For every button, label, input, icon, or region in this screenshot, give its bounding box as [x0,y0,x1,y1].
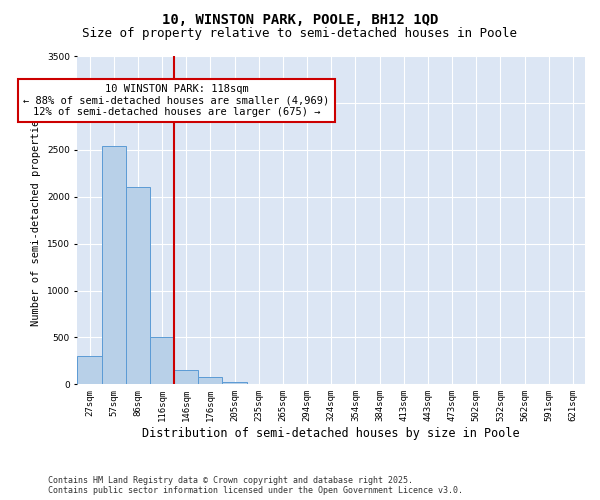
Bar [126,188,150,384]
Bar [223,382,247,384]
X-axis label: Distribution of semi-detached houses by size in Poole: Distribution of semi-detached houses by … [142,427,520,440]
Bar [198,377,223,384]
Text: Contains HM Land Registry data © Crown copyright and database right 2025.
Contai: Contains HM Land Registry data © Crown c… [48,476,463,495]
Text: 10, WINSTON PARK, POOLE, BH12 1QD: 10, WINSTON PARK, POOLE, BH12 1QD [162,12,438,26]
Y-axis label: Number of semi-detached properties: Number of semi-detached properties [31,114,41,326]
Bar [77,356,101,384]
Bar [150,338,174,384]
Text: Size of property relative to semi-detached houses in Poole: Size of property relative to semi-detach… [83,28,517,40]
Text: 10 WINSTON PARK: 118sqm
← 88% of semi-detached houses are smaller (4,969)
12% of: 10 WINSTON PARK: 118sqm ← 88% of semi-de… [23,84,329,117]
Bar [174,370,198,384]
Bar [101,146,126,384]
